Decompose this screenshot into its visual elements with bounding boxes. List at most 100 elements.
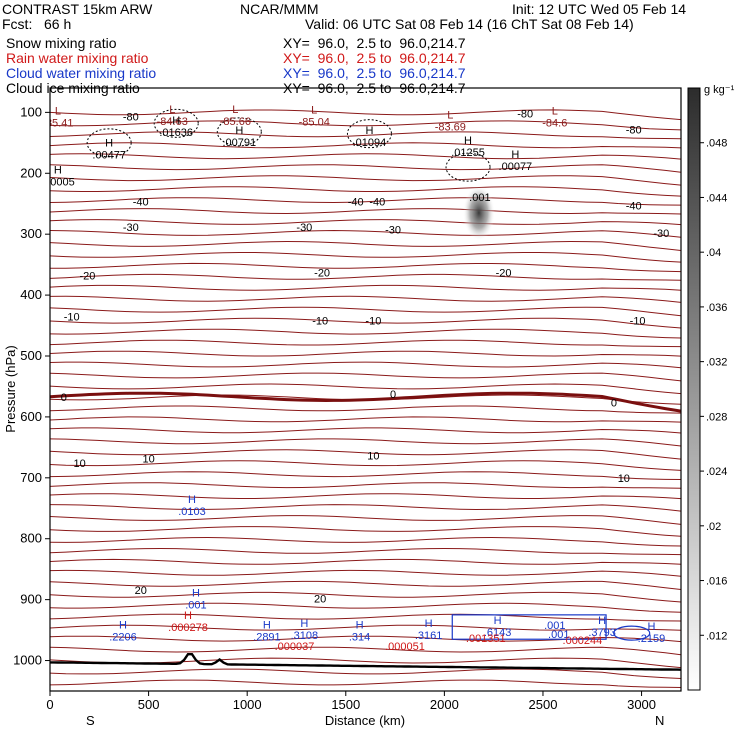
x-tick-label: 2000 (430, 697, 459, 712)
isotherm-line (50, 416, 681, 423)
colorbar-tick-label: .04 (706, 247, 721, 259)
y-axis: 100 200 300 400 500 600 700 800 900 1000 (13, 104, 50, 668)
isotherm-line (50, 328, 681, 339)
isotherm-line (50, 624, 681, 631)
isotherm-label: -30 (296, 222, 312, 234)
isotherm-label: -40 (369, 196, 385, 208)
x-tick-label: 1500 (331, 697, 360, 712)
plot-frame (49, 87, 682, 692)
terrain-line (50, 653, 681, 671)
ice-contour (445, 152, 491, 182)
isotherm-line (50, 372, 681, 382)
isotherm-line (50, 580, 681, 590)
isotherm-line (50, 317, 681, 329)
isotherm-line (50, 120, 681, 131)
extremum-value: .000278 (168, 622, 208, 634)
ice-contour (216, 117, 262, 147)
isotherm-line (50, 591, 681, 603)
extremum-value: .000051 (385, 641, 425, 653)
extremum-letter: L (232, 104, 238, 116)
extremum-letter: H (54, 164, 62, 176)
extremum-value: .2891 (253, 631, 281, 643)
extremum-letter: H (188, 494, 196, 506)
isotherm-line (50, 252, 681, 263)
isotherm-line (50, 449, 681, 460)
extremum-letter: L (311, 105, 317, 117)
extremum-value: -85.66 (220, 116, 251, 128)
extremum-letter: L (447, 110, 453, 122)
isotherm-line (50, 208, 681, 215)
extremum-letter: H (494, 615, 502, 627)
forecast-hour: Fcst: 66 h (2, 16, 72, 32)
field-name-cloud-water: Cloud water mixing ratio (6, 65, 157, 81)
extremum-letter: H (184, 610, 192, 622)
isotherm-line (50, 262, 681, 273)
extremum-value: .001 (548, 629, 569, 641)
isotherm-line (50, 558, 681, 565)
isotherm-line (50, 273, 681, 281)
extremum-value: .0103 (178, 506, 206, 518)
y-tick-label: 800 (20, 531, 42, 546)
colorbar-tick-label: .016 (706, 576, 727, 588)
isotherm-label: -80 (517, 109, 533, 121)
extremum-value: .00791 (222, 137, 256, 149)
colorbar-tick-label: .028 (706, 411, 727, 423)
y-tick-label: 1000 (13, 653, 42, 668)
terrain-line (50, 653, 681, 671)
isotherm-line (50, 229, 681, 238)
isotherm-line (50, 219, 681, 226)
extremum-letter: L (55, 105, 61, 117)
isotherm-line (50, 471, 681, 480)
model-title: CONTRAST 15km ARW (2, 1, 153, 17)
y-tick-label: 300 (20, 226, 42, 241)
extremum-letter: H (464, 135, 472, 147)
y-tick-label: 100 (20, 104, 42, 119)
extremum-letter: H (511, 149, 519, 161)
colorbar-tick-label: .02 (706, 521, 721, 533)
isotherm-label: -40 (626, 201, 642, 213)
isotherm-line (50, 240, 681, 251)
isotherm-line (50, 536, 681, 547)
ice-contour (153, 108, 199, 138)
isotherm-line (50, 142, 681, 149)
isotherm-label: -10 (365, 316, 381, 328)
init-time: Init: 12 UTC Wed 05 Feb 14 (512, 1, 687, 17)
isotherm-line (50, 679, 681, 688)
extremum-value: .001 (469, 192, 490, 204)
isotherm-line (50, 526, 681, 537)
isotherm-line (50, 186, 681, 197)
temperature-contours (50, 109, 681, 688)
isotherm-line (50, 405, 681, 414)
colorbar-tick-label: .044 (706, 192, 727, 204)
isotherm-line (50, 438, 681, 447)
extremum-letter: H (172, 115, 180, 127)
isotherm-label: 0 (390, 389, 396, 401)
isotherm-line (50, 306, 681, 317)
y-tick-label: 500 (20, 348, 42, 363)
extremum-letter: H (263, 619, 271, 631)
x-tick-label: 0 (46, 697, 53, 712)
extremum-letter: H (425, 618, 433, 630)
extremum-value: -83.69 (435, 122, 466, 134)
isotherm-line (50, 153, 681, 160)
extremum-letter: H (300, 618, 308, 630)
isotherm-label: 10 (367, 450, 379, 462)
colorbar-tick-label: .024 (706, 466, 727, 478)
extremum-value: .000244 (563, 635, 603, 647)
y-tick-label: 600 (20, 409, 42, 424)
extremum-letter: H (119, 619, 127, 631)
extremum-value: .2206 (109, 631, 137, 643)
north-label: N (655, 713, 664, 728)
isotherm-line (50, 482, 681, 489)
extremum-letter: H (356, 619, 364, 631)
field-name-snow: Snow mixing ratio (6, 35, 117, 51)
isotherm-line (50, 197, 681, 206)
y-tick-label: 200 (20, 165, 42, 180)
extremum-value: .00477 (92, 150, 126, 162)
cloud-water-contour (451, 614, 607, 640)
isotherm-label: 20 (314, 593, 326, 605)
isotherm-label: 0 (611, 397, 617, 409)
isotherm-label: -40 (348, 196, 364, 208)
ice-contour (346, 119, 392, 149)
